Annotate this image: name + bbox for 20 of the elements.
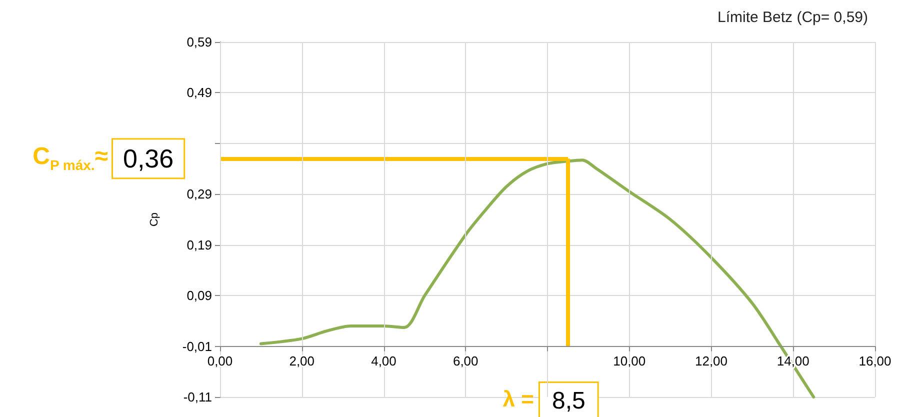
y-tick-label: 0,19 xyxy=(186,237,212,252)
y-tick-label: 0,09 xyxy=(186,288,212,304)
x-tick-label: 10,00 xyxy=(613,353,646,368)
y-tick-label: 0,59 xyxy=(186,34,212,50)
x-tick-label: 6,00 xyxy=(452,353,478,368)
x-tick-label: 2,00 xyxy=(289,353,315,368)
x-tick-label: 12,00 xyxy=(694,353,728,368)
y-tick-label: -0,11 xyxy=(183,390,212,404)
x-tick-label: 16,00 xyxy=(858,353,892,368)
y-axis-title: Cp xyxy=(148,212,160,227)
ref-line-label: 0,36 xyxy=(123,144,174,174)
annotation: λ = xyxy=(502,386,534,412)
y-tick-label: 0,49 xyxy=(186,85,212,100)
ref-line-label: 8,5 xyxy=(552,388,586,414)
y-tick-label: 0,29 xyxy=(186,186,212,202)
text: C$_{P máx.}$≈ xyxy=(32,142,108,174)
x-tick-label: 4,00 xyxy=(371,353,396,368)
y-tick-label: -0,01 xyxy=(182,338,212,354)
x-tick-label: 0,00 xyxy=(207,353,233,368)
text: Límite Betz (Cp= 0,59) xyxy=(718,9,868,26)
